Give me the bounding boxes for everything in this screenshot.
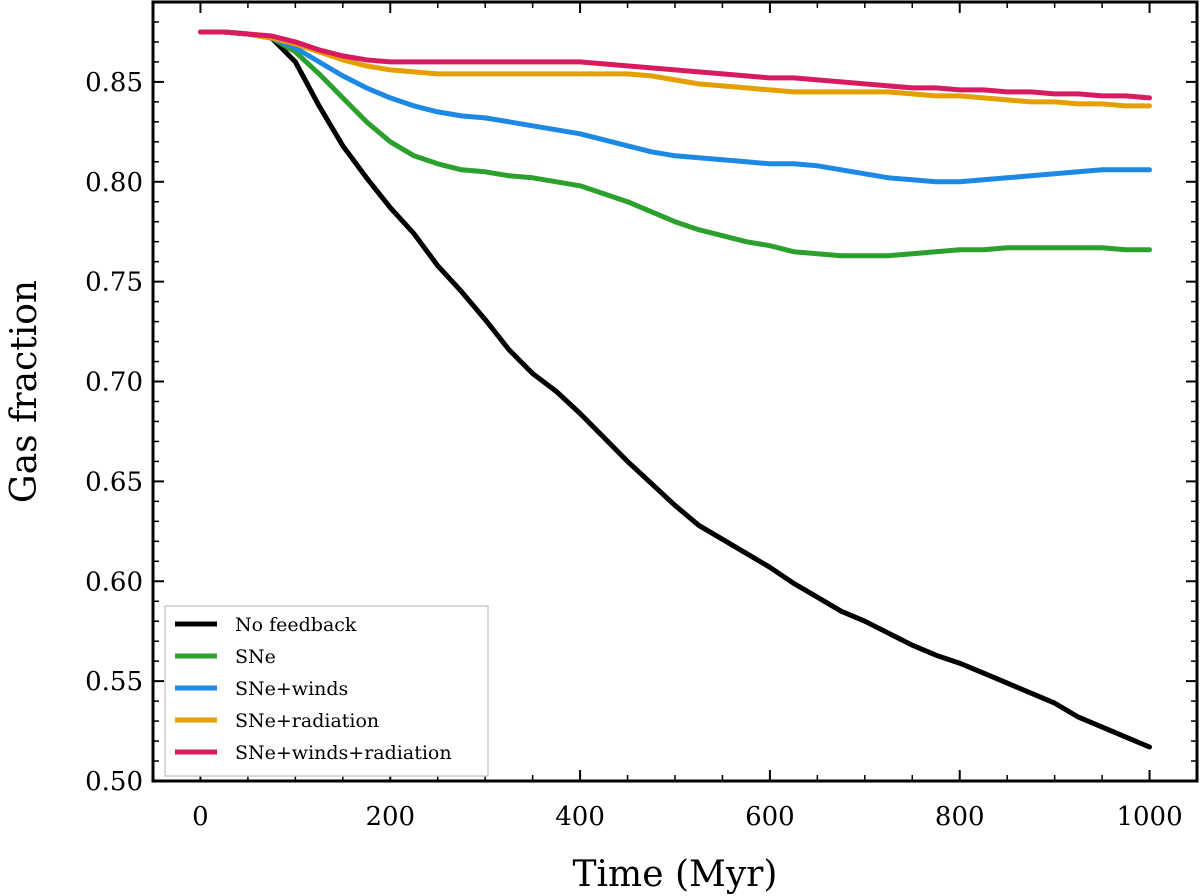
series-line-sne-radiation xyxy=(198,29,1152,109)
series-line-sne-winds xyxy=(198,29,1152,185)
x-tick-label: 1000 xyxy=(1116,802,1182,832)
legend-label: SNe+winds xyxy=(235,678,348,700)
x-tick-label: 400 xyxy=(555,802,605,832)
y-tick-label: 0.55 xyxy=(85,667,143,697)
x-tick-label: 200 xyxy=(365,802,415,832)
legend-label: SNe xyxy=(235,646,276,668)
legend: No feedback SNe SNe+winds SNe+radiation SNe+… xyxy=(164,605,489,777)
y-tick-label: 0.50 xyxy=(85,767,143,797)
y-tick-label: 0.85 xyxy=(85,68,143,98)
plot-lines xyxy=(198,29,1152,750)
legend-box xyxy=(164,605,489,777)
y-tick-label: 0.75 xyxy=(85,268,143,298)
y-tick-label: 0.70 xyxy=(85,368,143,398)
legend-label: No feedback xyxy=(235,614,357,636)
y-axis-title: Gas fraction xyxy=(4,280,45,503)
x-tick-label: 600 xyxy=(745,802,795,832)
y-tick-label: 0.60 xyxy=(85,567,143,597)
legend-label: SNe+winds+radiation xyxy=(235,742,452,764)
series-line-sne xyxy=(198,29,1152,259)
x-tick-label: 0 xyxy=(192,802,209,832)
y-tick-label: 0.80 xyxy=(85,168,143,198)
y-tick-label: 0.65 xyxy=(85,467,143,497)
axis-tick-labels: 0 200 400 600 800 1000 0.50 0.55 0.60 0.65 0.70 0.7… xyxy=(85,68,1183,832)
x-tick-label: 800 xyxy=(935,802,985,832)
series-line-sne-winds-radiation xyxy=(198,29,1152,101)
legend-label: SNe+radiation xyxy=(235,710,379,732)
x-axis-title: Time (Myr) xyxy=(573,854,778,895)
axis-ticks xyxy=(152,1,1198,782)
series-line-no-feedback xyxy=(198,29,1152,750)
